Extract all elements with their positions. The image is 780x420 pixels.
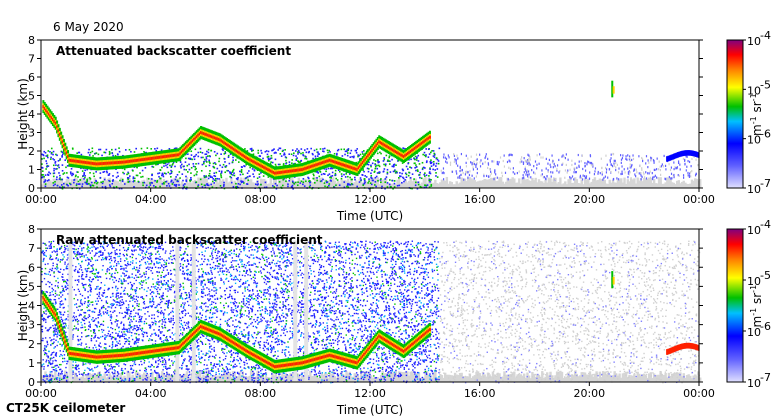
colorbar	[726, 228, 744, 383]
y-tick-label: 7	[28, 242, 35, 255]
colorbar-tick-exponent: -7	[760, 371, 771, 384]
x-tick-label: 00:00	[683, 387, 715, 400]
date-label: 6 May 2020	[53, 20, 124, 34]
colorbar-tick-label: 10	[747, 84, 761, 97]
x-tick-label: 08:00	[244, 387, 276, 400]
colorbar-tick-label: 10	[747, 183, 761, 196]
x-tick-label: 04:00	[135, 387, 167, 400]
x-tick-label: 12:00	[354, 387, 386, 400]
x-tick-label: 00:00	[683, 193, 715, 206]
y-tick-label: 1	[28, 164, 35, 177]
colorbar	[726, 39, 744, 189]
x-tick-label: 16:00	[464, 387, 496, 400]
x-tick-label: 04:00	[135, 193, 167, 206]
y-tick-label: 2	[28, 145, 35, 158]
panel-title: Raw attenuated backscatter coefficient	[56, 233, 323, 247]
colorbar-tick-exponent: -5	[760, 78, 771, 91]
colorbar-tick-exponent: -4	[760, 218, 771, 231]
panel-title: Attenuated backscatter coefficient	[56, 44, 291, 58]
colorbar-tick-label: 10	[747, 134, 761, 147]
y-axis-label: Height (km)	[16, 270, 30, 341]
colorbar-tick-exponent: -5	[760, 269, 771, 282]
y-tick-label: 4	[28, 300, 35, 313]
x-tick-label: 00:00	[25, 387, 57, 400]
colorbar-tick-label: 10	[747, 275, 761, 288]
instrument-label: CT25K ceilometer	[6, 401, 126, 415]
y-tick-label: 3	[28, 127, 35, 140]
y-tick-label: 2	[28, 338, 35, 351]
colorbar-tick-exponent: -4	[760, 29, 771, 42]
colorbar-tick-label: 10	[747, 35, 761, 48]
y-tick-label: 5	[28, 90, 35, 103]
y-tick-label: 7	[28, 53, 35, 66]
x-tick-label: 00:00	[25, 193, 57, 206]
y-tick-label: 6	[28, 261, 35, 274]
y-tick-label: 5	[28, 280, 35, 293]
colorbar-tick-label: 10	[747, 377, 761, 390]
x-tick-label: 20:00	[573, 193, 605, 206]
y-tick-label: 0	[28, 182, 35, 195]
backscatter-texture	[41, 240, 702, 384]
colorbar-unit: m-1 sr-1	[749, 93, 764, 136]
y-tick-label: 1	[28, 357, 35, 370]
y-tick-label: 0	[28, 376, 35, 389]
x-axis-label: Time (UTC)	[336, 209, 403, 223]
colorbar-tick-exponent: -7	[760, 177, 771, 190]
backscatter-texture	[41, 80, 702, 190]
colorbar-tick-exponent: -6	[760, 320, 771, 333]
colorbar-tick-label: 10	[747, 326, 761, 339]
y-tick-label: 4	[28, 108, 35, 121]
y-tick-label: 3	[28, 319, 35, 332]
x-tick-label: 08:00	[244, 193, 276, 206]
colorbar-tick-label: 10	[747, 224, 761, 237]
y-tick-label: 6	[28, 71, 35, 84]
colorbar-tick-exponent: -6	[760, 128, 771, 141]
x-tick-label: 12:00	[354, 193, 386, 206]
y-axis-label: Height (km)	[16, 78, 30, 149]
y-tick-label: 8	[28, 223, 35, 236]
x-tick-label: 16:00	[464, 193, 496, 206]
x-axis-label: Time (UTC)	[336, 403, 403, 417]
x-tick-label: 20:00	[573, 387, 605, 400]
y-tick-label: 8	[28, 34, 35, 47]
colorbar-unit: m-1 sr-1	[749, 285, 764, 328]
